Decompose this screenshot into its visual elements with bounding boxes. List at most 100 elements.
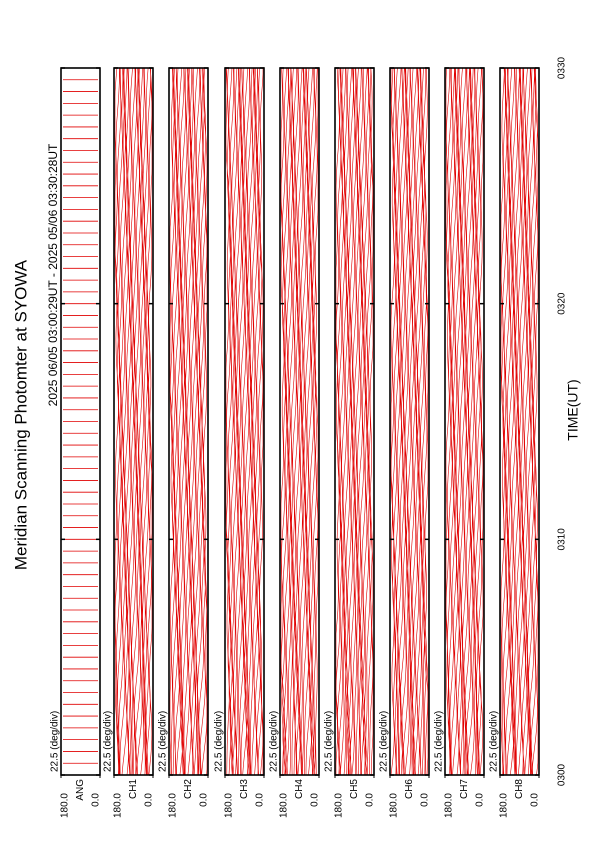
y-tick-label: 0.0 <box>144 793 155 807</box>
trace <box>408 67 415 775</box>
trace <box>347 67 354 776</box>
trace <box>123 67 129 776</box>
trace <box>285 67 292 776</box>
trace <box>235 67 241 776</box>
trace <box>116 67 122 776</box>
x-tick-label: 0310 <box>557 528 568 551</box>
trace <box>305 67 313 776</box>
trace <box>513 67 519 775</box>
trace <box>415 67 422 776</box>
trace <box>360 67 367 776</box>
traces <box>63 67 98 776</box>
trace <box>227 67 233 776</box>
x-tick-label: 0330 <box>557 56 568 79</box>
channel-label: CH6 <box>404 779 415 799</box>
trace <box>143 67 150 776</box>
trace <box>138 67 144 776</box>
trace <box>146 67 153 775</box>
trace <box>452 67 459 776</box>
trace <box>479 68 484 776</box>
panel-frame <box>499 67 540 776</box>
panel-frame <box>444 67 485 776</box>
trace <box>503 67 510 775</box>
traces <box>445 67 484 776</box>
panel-frame <box>168 67 209 776</box>
trace <box>516 67 522 775</box>
y-tick-label: 180.0 <box>279 793 290 818</box>
trace <box>225 67 232 776</box>
trace <box>390 68 395 776</box>
trace <box>310 67 316 776</box>
trace <box>526 67 533 776</box>
chart-subtitle: 2025 06/05 03:00:29UT - 2025 05/06 03:30… <box>46 143 60 406</box>
y-tick-label: 180.0 <box>389 793 400 818</box>
y-tick-label: 180.0 <box>334 793 345 818</box>
traces <box>390 67 429 776</box>
trace <box>201 67 208 776</box>
y-tick-label: 180.0 <box>444 793 455 818</box>
traces <box>169 67 208 776</box>
trace <box>335 67 342 776</box>
trace <box>369 67 374 776</box>
traces <box>335 67 374 776</box>
trace <box>197 67 204 775</box>
channel-label: CH2 <box>183 779 194 799</box>
trace <box>127 67 133 776</box>
y-tick-label: 0.0 <box>91 793 102 807</box>
trace <box>413 67 420 776</box>
trace <box>176 67 184 776</box>
trace <box>335 67 340 775</box>
panel-frame <box>60 67 101 776</box>
traces <box>500 67 539 776</box>
trace <box>500 67 507 776</box>
trace <box>148 68 153 776</box>
x-tick-label: 0300 <box>557 763 568 786</box>
trace <box>179 67 185 776</box>
trace <box>186 67 192 776</box>
trace <box>363 67 370 776</box>
trace <box>142 67 149 776</box>
scale-label: 22.5 (deg/div) <box>379 711 390 772</box>
trace <box>181 67 187 776</box>
trace <box>527 67 535 775</box>
trace <box>445 67 451 776</box>
trace <box>398 67 405 776</box>
y-tick-label: 0.0 <box>475 793 486 807</box>
trace <box>290 67 296 776</box>
trace <box>248 67 254 776</box>
trace <box>475 67 481 776</box>
trace <box>359 67 365 776</box>
trace <box>250 67 257 776</box>
panel-frame <box>224 67 265 776</box>
traces <box>114 67 153 776</box>
trace <box>296 67 302 776</box>
trace <box>190 67 197 776</box>
y-tick-label: 0.0 <box>310 793 321 807</box>
trace <box>241 67 248 776</box>
trace <box>394 67 401 776</box>
trace <box>345 67 351 776</box>
trace <box>399 67 407 775</box>
trace <box>242 67 250 776</box>
trace <box>420 68 426 776</box>
trace <box>280 67 287 776</box>
rotated-plot: Meridian Scanning Photomter at SYOWA 202… <box>11 56 580 818</box>
trace <box>422 67 429 776</box>
channel-label: ANG <box>75 779 86 801</box>
trace <box>404 67 411 776</box>
trace <box>171 67 177 776</box>
trace <box>300 67 306 776</box>
trace <box>289 67 295 776</box>
chart-title: Meridian Scanning Photomter at SYOWA <box>11 259 30 570</box>
trace <box>344 67 350 775</box>
traces <box>225 67 264 776</box>
scale-label: 22.5 (deg/div) <box>214 711 225 772</box>
y-tick-label: 0.0 <box>199 793 210 807</box>
channel-label: CH8 <box>514 779 525 799</box>
trace <box>512 67 518 776</box>
panel-frame <box>113 67 154 776</box>
trace <box>473 68 480 776</box>
trace <box>191 67 198 776</box>
trace <box>237 68 243 775</box>
